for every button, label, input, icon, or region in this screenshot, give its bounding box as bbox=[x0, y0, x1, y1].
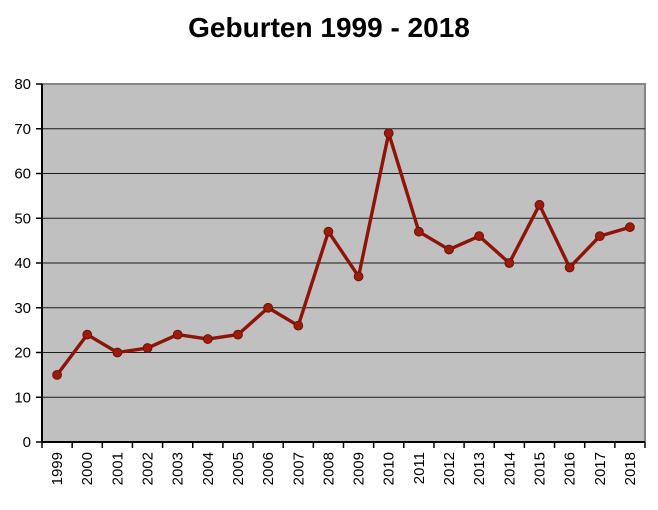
data-point-marker bbox=[534, 199, 545, 210]
x-axis-tick-label: 2009 bbox=[351, 452, 368, 485]
data-line bbox=[55, 131, 632, 377]
x-axis-tick-label: 2016 bbox=[562, 452, 579, 485]
data-point-marker bbox=[413, 226, 424, 237]
y-axis-tick-label: 60 bbox=[14, 166, 31, 183]
data-point-marker bbox=[142, 343, 153, 353]
x-axis-tick-label: 2007 bbox=[290, 452, 307, 485]
x-axis-tick-label: 2010 bbox=[381, 452, 398, 485]
chart-title: Geburten 1999 - 2018 bbox=[188, 12, 470, 43]
x-axis-tick-label: 1999 bbox=[49, 452, 66, 485]
x-axis-tick-label: 2003 bbox=[170, 452, 187, 485]
x-axis-tick-label: 2002 bbox=[140, 452, 157, 485]
x-axis-tick-label: 2014 bbox=[501, 452, 518, 485]
x-axis-tick-label: 2006 bbox=[260, 452, 277, 485]
data-point-marker bbox=[353, 271, 364, 282]
x-axis-tick-label: 2011 bbox=[411, 452, 428, 484]
data-point-marker bbox=[172, 329, 183, 340]
data-point-marker bbox=[82, 329, 93, 340]
y-axis-tick-label: 0 bbox=[23, 434, 31, 451]
y-axis-tick-label: 40 bbox=[14, 255, 31, 272]
y-axis-tick-label: 20 bbox=[14, 345, 31, 362]
x-axis-tick-label: 2013 bbox=[471, 452, 488, 485]
data-point-marker bbox=[112, 347, 123, 358]
data-point-marker bbox=[233, 329, 243, 340]
x-axis-tick-label: 2017 bbox=[592, 452, 609, 485]
data-point-marker bbox=[293, 320, 304, 331]
x-axis-tick-label: 2015 bbox=[531, 452, 548, 485]
y-axis-tick-label: 30 bbox=[14, 300, 31, 317]
data-point-marker bbox=[202, 334, 213, 344]
data-point-marker bbox=[504, 258, 515, 268]
x-axis-tick-label: 2001 bbox=[109, 452, 126, 485]
data-point-marker bbox=[474, 231, 485, 242]
y-axis-tick-label: 80 bbox=[14, 76, 31, 93]
data-point-marker bbox=[444, 244, 454, 255]
y-axis-tick-label: 70 bbox=[14, 121, 31, 138]
data-point-marker bbox=[594, 231, 605, 242]
y-axis-tick-label: 50 bbox=[14, 210, 31, 227]
data-point-marker bbox=[323, 226, 334, 237]
x-axis-tick-label: 2005 bbox=[230, 452, 247, 485]
data-point-marker bbox=[52, 369, 62, 380]
y-axis-tick-label: 10 bbox=[14, 389, 31, 406]
x-axis-tick-label: 2012 bbox=[441, 452, 458, 485]
x-axis-tick-label: 2000 bbox=[79, 452, 96, 485]
x-axis-tick-label: 2008 bbox=[320, 452, 337, 485]
data-point-marker bbox=[263, 302, 274, 313]
data-point-marker bbox=[383, 128, 394, 139]
data-point-marker bbox=[564, 262, 575, 273]
data-point-marker bbox=[625, 222, 635, 233]
x-axis-tick-label: 2004 bbox=[200, 452, 217, 485]
x-axis-tick-label: 2018 bbox=[622, 452, 639, 485]
